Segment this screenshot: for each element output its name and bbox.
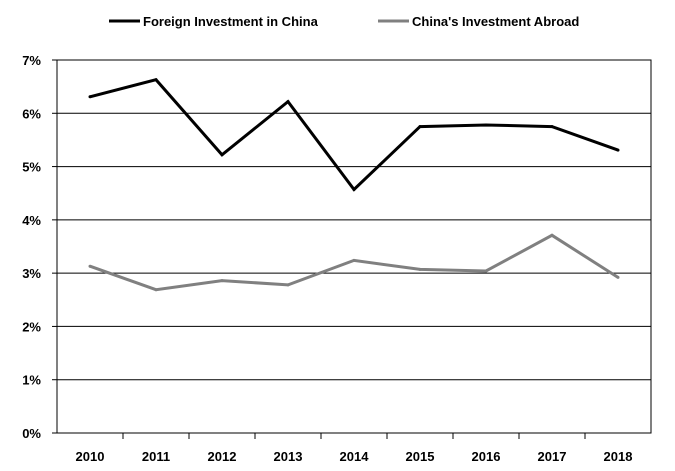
x-tick-label: 2011 [142,449,170,464]
data-point-foreign-investment-in-china-2018 [616,148,620,152]
x-axis-tick-labels: 2010 2011 2012 2013 2014 2015 2016 2017 2018 [76,449,633,464]
y-tick-label: 5% [22,160,41,175]
chart-legend: Foreign Investment in China China's Inve… [109,14,579,29]
data-point-china-investment-abroad-2015 [418,267,422,271]
data-point-china-investment-abroad-2010 [88,264,92,268]
data-point-foreign-investment-in-china-2011 [154,78,158,82]
plot-area-frame [56,59,652,434]
data-point-foreign-investment-in-china-2010 [88,95,92,99]
x-tick-label: 2015 [406,449,435,464]
y-tick-label: 1% [22,373,41,388]
data-point-china-investment-abroad-2017 [550,233,554,237]
data-point-china-investment-abroad-2013 [286,283,290,287]
y-gridlines [52,59,651,434]
data-point-china-investment-abroad-2011 [154,288,158,292]
data-point-foreign-investment-in-china-2015 [418,125,422,129]
series-line-china-investment-abroad [89,233,619,292]
x-tick-label: 2014 [340,449,370,464]
data-point-foreign-investment-in-china-2012 [220,153,224,157]
data-point-china-investment-abroad-2012 [220,279,224,283]
x-tick-label: 2012 [208,449,237,464]
data-point-foreign-investment-in-china-2014 [352,188,356,191]
data-point-foreign-investment-in-china-2017 [550,125,554,129]
data-point-china-investment-abroad-2018 [616,275,620,279]
y-axis-tick-labels: 0% 1% 2% 3% 4% 5% 6% 7% [22,53,41,441]
data-point-china-investment-abroad-2014 [352,258,356,262]
y-tick-label: 0% [22,426,41,441]
series-layer [88,78,620,292]
data-point-china-investment-abroad-2016 [484,269,488,273]
y-tick-label: 7% [22,53,41,68]
data-point-foreign-investment-in-china-2013 [286,100,290,104]
x-tick-label: 2016 [472,449,501,464]
x-tick-label: 2013 [274,449,303,464]
x-axis-ticks [122,433,586,439]
x-tick-label: 2017 [538,449,567,464]
series-line-foreign-investment-in-china [89,78,619,192]
x-tick-label: 2018 [604,449,633,464]
y-tick-label: 3% [22,266,41,281]
data-point-foreign-investment-in-china-2016 [484,123,488,127]
y-tick-label: 2% [22,319,41,334]
y-tick-label: 4% [22,213,41,228]
legend-label-foreign-investment: Foreign Investment in China [143,14,319,29]
y-tick-label: 6% [22,106,41,121]
legend-label-china-investment-abroad: China's Investment Abroad [412,14,579,29]
x-tick-label: 2010 [76,449,105,464]
